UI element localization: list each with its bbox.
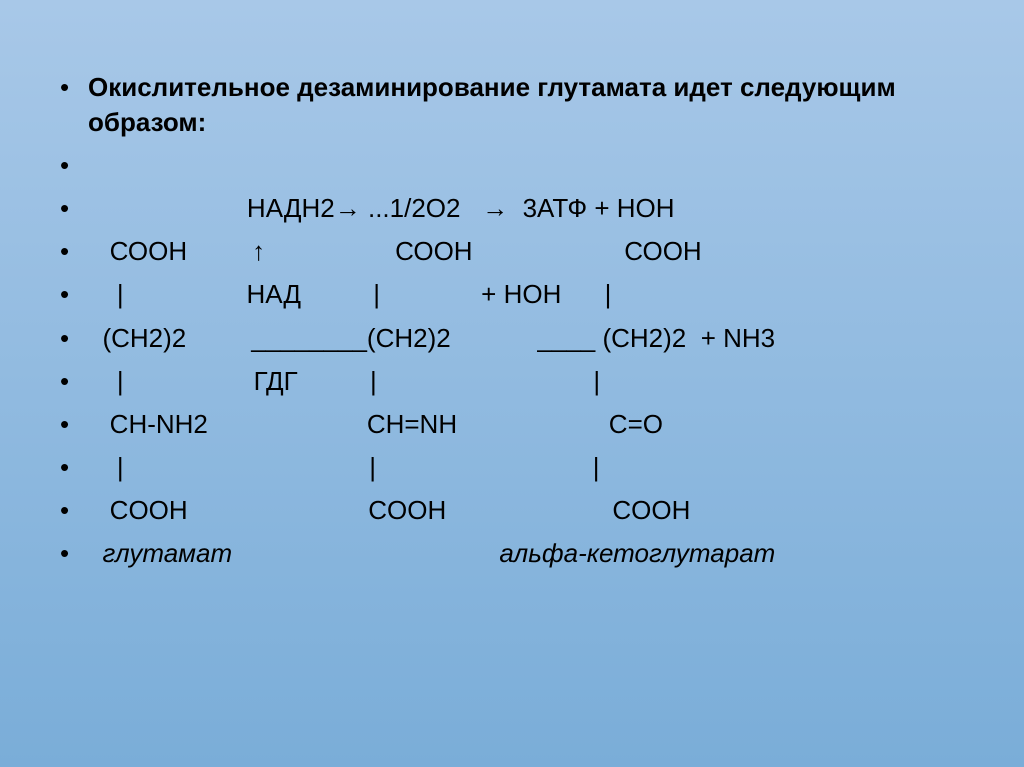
line-text: | | | xyxy=(88,452,599,482)
line-text: | ГДГ | | xyxy=(88,366,600,396)
list-item: CH-NH2 CH=NH C=O xyxy=(60,407,964,442)
list-item: | ГДГ | | xyxy=(60,364,964,399)
list-item: Окислительное дезаминирование глутамата … xyxy=(60,70,964,140)
line-text: CH-NH2 CH=NH C=O xyxy=(88,409,663,439)
list-item xyxy=(60,148,964,183)
line-text: СООН ↑ СООН СООН xyxy=(88,236,702,266)
bullet-list: Окислительное дезаминирование глутамата … xyxy=(60,70,964,571)
list-item: НАДН2→ ...1/2О2 → 3АТФ + НОН xyxy=(60,191,964,226)
list-item: | | | xyxy=(60,450,964,485)
list-item: | НАД | + НОН | xyxy=(60,277,964,312)
line-text: Окислительное дезаминирование глутамата … xyxy=(88,72,896,137)
line-text: COOH COOH COOH xyxy=(88,495,690,525)
line-text: глутамат альфа-кетоглутарат xyxy=(88,538,775,568)
list-item: глутамат альфа-кетоглутарат xyxy=(60,536,964,571)
slide-container: Окислительное дезаминирование глутамата … xyxy=(0,0,1024,767)
line-text: НАДН2→ ...1/2О2 → 3АТФ + НОН xyxy=(88,193,675,223)
list-item: (СН2)2 ________(СН2)2 ____ (СН2)2 + NH3 xyxy=(60,321,964,356)
list-item: COOH COOH COOH xyxy=(60,493,964,528)
line-text: | НАД | + НОН | xyxy=(88,279,611,309)
list-item: СООН ↑ СООН СООН xyxy=(60,234,964,269)
line-text: (СН2)2 ________(СН2)2 ____ (СН2)2 + NH3 xyxy=(88,323,775,353)
